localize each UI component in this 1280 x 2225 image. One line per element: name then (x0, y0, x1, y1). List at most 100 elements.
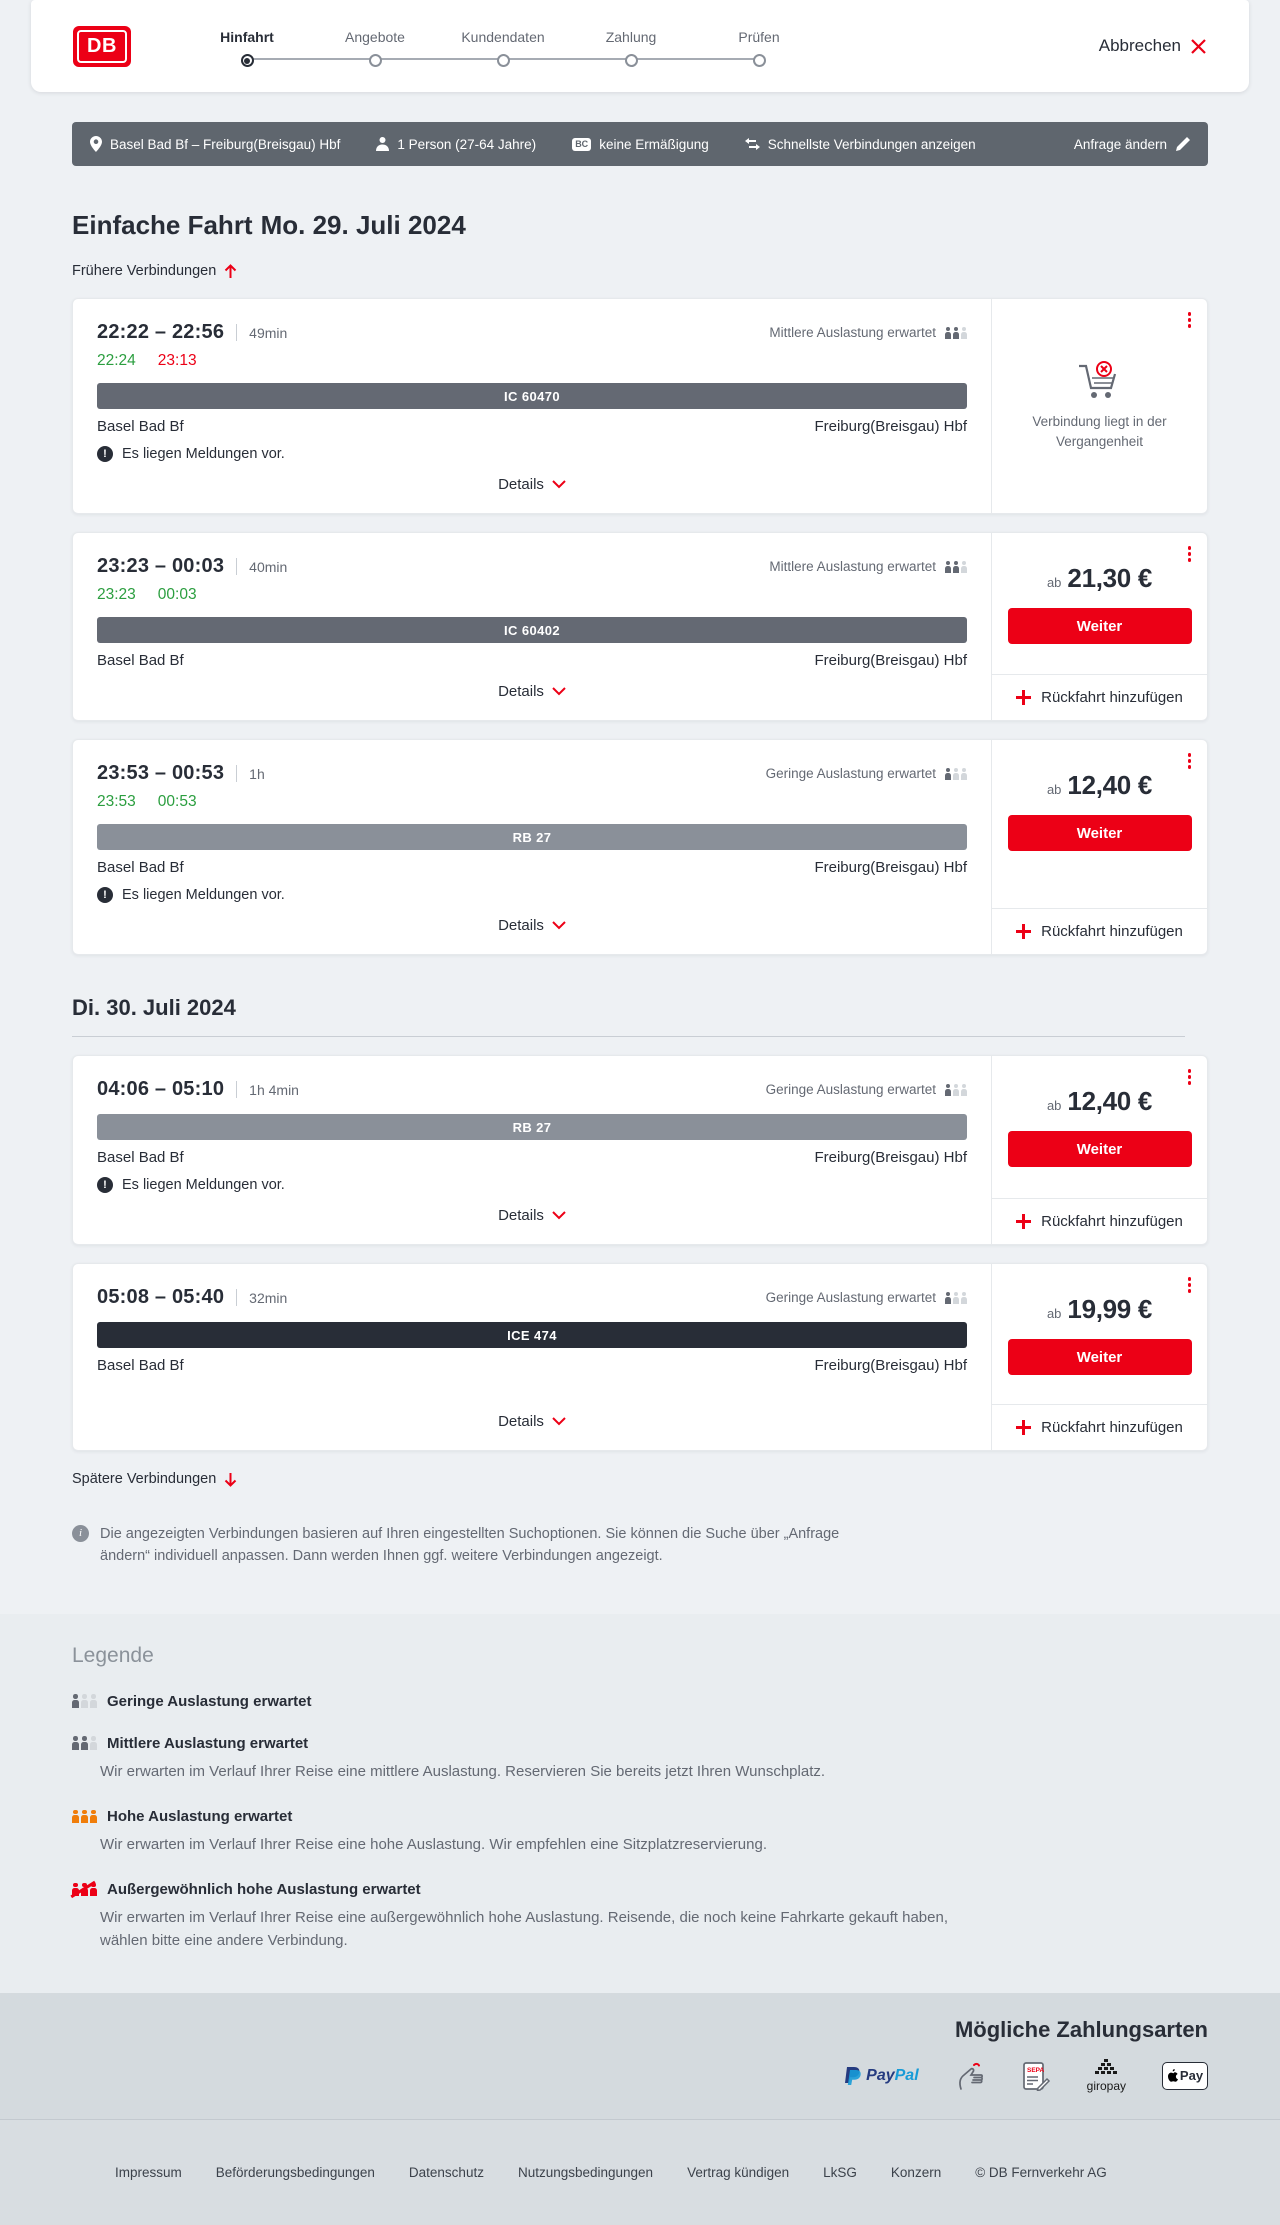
legend-item-high: Hohe Auslastung erwartet (72, 1808, 1208, 1825)
footer-link-befoerderungsbedingungen[interactable]: Beförderungsbedingungen (215, 2164, 375, 2180)
more-options-button[interactable] (1187, 753, 1191, 769)
warning-icon (97, 1177, 113, 1193)
connection-details: 23:23 – 00:03 40min Mittlere Auslastung … (73, 533, 991, 720)
origin-station: Basel Bad Bf (97, 1357, 184, 1374)
page-footer: Impressum Beförderungsbedingungen Datens… (0, 2118, 1280, 2225)
legend-item-low: Geringe Auslastung erwartet (72, 1693, 1208, 1710)
details-toggle[interactable]: Details (97, 669, 967, 712)
connection-times: 23:23 – 00:03 (97, 555, 225, 577)
realtime-row: 23:23 00:03 (97, 586, 967, 604)
step-kundendaten[interactable]: Kundendaten (439, 29, 567, 67)
actual-arrival: 00:03 (157, 586, 197, 603)
messages-row: Es liegen Meldungen vor. (97, 1177, 967, 1193)
footer-link-vertrag-kuendigen[interactable]: Vertrag kündigen (687, 2164, 790, 2180)
footer-link-impressum[interactable]: Impressum (115, 2164, 182, 2180)
db-logo-text: DB (87, 34, 117, 57)
db-logo[interactable]: DB (73, 25, 131, 67)
apple-logo-icon (1167, 2069, 1178, 2082)
connection-card: 22:22 – 22:56 49min Mittlere Auslastung … (72, 298, 1208, 514)
separator (236, 1289, 238, 1306)
weiter-button[interactable]: Weiter (1007, 1131, 1192, 1167)
details-label: Details (498, 683, 544, 700)
step-label: Hinfahrt (220, 29, 274, 45)
add-return-button[interactable]: Rückfahrt hinzufügen (992, 1404, 1207, 1450)
footer-link-konzern[interactable]: Konzern (890, 2164, 942, 2180)
more-options-button[interactable] (1187, 546, 1191, 562)
arrow-down-icon (225, 1472, 237, 1487)
legend-description: Wir erwarten im Verlauf Ihrer Reise eine… (100, 1909, 948, 1950)
plus-icon (1016, 924, 1032, 939)
trip-summary-bar: Basel Bad Bf – Freiburg(Breisgau) Hbf 1 … (72, 122, 1208, 166)
warning-icon (97, 887, 113, 903)
occupancy-medium-icon (72, 1736, 97, 1750)
occupancy-label: Geringe Auslastung erwartet (765, 766, 936, 781)
step-dot-active (240, 54, 254, 67)
chevron-down-icon (552, 921, 566, 930)
step-pruefen[interactable]: Prüfen (695, 29, 823, 67)
payments-section: Mögliche Zahlungsarten PayPal SEPA (0, 1992, 1280, 2119)
svg-text:SEPA: SEPA (1027, 2067, 1045, 2074)
add-return-button[interactable]: Rückfahrt hinzufügen (992, 1198, 1207, 1244)
weiter-button[interactable]: Weiter (1007, 815, 1192, 851)
legend-label: Mittlere Auslastung erwartet (107, 1734, 309, 1752)
price-amount: 12,40 € (1067, 1086, 1153, 1116)
footer-link-lksg[interactable]: LkSG (823, 2164, 857, 2180)
price-panel: ab 19,99 € Weiter (992, 1264, 1207, 1404)
more-options-button[interactable] (1187, 1277, 1191, 1293)
checkout-header: DB Hinfahrt Angebote Kundendaten Zahlung… (31, 0, 1249, 92)
details-toggle[interactable]: Details (97, 1399, 967, 1442)
add-return-button[interactable]: Rückfahrt hinzufügen (992, 674, 1207, 720)
origin-station: Basel Bad Bf (97, 859, 184, 876)
occupancy-info: Geringe Auslastung erwartet (766, 1082, 967, 1097)
price-amount: 12,40 € (1067, 770, 1153, 800)
price-prefix: ab (1046, 575, 1062, 590)
actual-arrival: 00:53 (157, 793, 197, 810)
close-icon (1191, 38, 1206, 54)
cancel-button[interactable]: Abbrechen (1099, 36, 1207, 56)
bahncard-icon: BC (572, 137, 592, 151)
details-toggle[interactable]: Details (97, 903, 967, 946)
later-connections-link[interactable]: Spätere Verbindungen (72, 1471, 237, 1487)
connection-times: 23:53 – 00:53 (97, 762, 225, 784)
footer-link-nutzungsbedingungen[interactable]: Nutzungsbedingungen (517, 2164, 654, 2180)
destination-station: Freiburg(Breisgau) Hbf (814, 418, 967, 435)
connection-times: 22:22 – 22:56 (97, 321, 225, 343)
booking-panel: ab 21,30 € Weiter Rückfahrt hinzufügen (991, 533, 1207, 720)
add-return-label: Rückfahrt hinzufügen (1041, 923, 1183, 940)
trip-date-label: Mo. 29. Juli 2024 (260, 210, 466, 240)
results-main: Einfache Fahrt Mo. 29. Juli 2024 Frühere … (72, 210, 1208, 1614)
swap-arrows-icon (744, 138, 760, 150)
price-panel: ab 12,40 € Weiter (992, 740, 1207, 908)
step-hinfahrt[interactable]: Hinfahrt (183, 29, 311, 67)
weiter-button[interactable]: Weiter (1007, 608, 1192, 644)
messages-label: Es liegen Meldungen vor. (122, 887, 285, 903)
footer-link-datenschutz[interactable]: Datenschutz (408, 2164, 484, 2180)
change-request-button[interactable]: Anfrage ändern (1074, 137, 1190, 152)
connection-duration: 1h 4min (249, 1081, 299, 1098)
connection-duration: 32min (249, 1289, 288, 1306)
details-label: Details (498, 917, 544, 934)
add-return-button[interactable]: Rückfahrt hinzufügen (992, 908, 1207, 954)
chevron-down-icon (552, 1417, 566, 1426)
search-info-note: Die angezeigten Verbindungen basieren au… (72, 1524, 862, 1614)
step-angebote[interactable]: Angebote (311, 29, 439, 67)
weiter-button[interactable]: Weiter (1007, 1339, 1192, 1375)
destination-station: Freiburg(Breisgau) Hbf (814, 1357, 967, 1374)
occupancy-low-icon (72, 1694, 97, 1708)
destination-station: Freiburg(Breisgau) Hbf (814, 652, 967, 669)
details-toggle[interactable]: Details (97, 462, 967, 505)
plus-icon (1016, 690, 1032, 705)
destination-station: Freiburg(Breisgau) Hbf (814, 859, 967, 876)
price-row: ab 12,40 € (1047, 770, 1152, 801)
details-toggle[interactable]: Details (97, 1193, 967, 1236)
hand-payment-icon (958, 2062, 983, 2090)
details-label: Details (498, 1207, 544, 1224)
more-options-button[interactable] (1187, 312, 1191, 328)
page-title: Einfache Fahrt Mo. 29. Juli 2024 (72, 210, 1208, 241)
later-connections-label: Spätere Verbindungen (72, 1471, 217, 1487)
step-zahlung[interactable]: Zahlung (567, 29, 695, 67)
more-options-button[interactable] (1187, 1069, 1191, 1085)
earlier-connections-link[interactable]: Frühere Verbindungen (72, 263, 237, 279)
change-request-label: Anfrage ändern (1073, 136, 1167, 152)
trip-type-label: Einfache Fahrt (72, 210, 253, 240)
